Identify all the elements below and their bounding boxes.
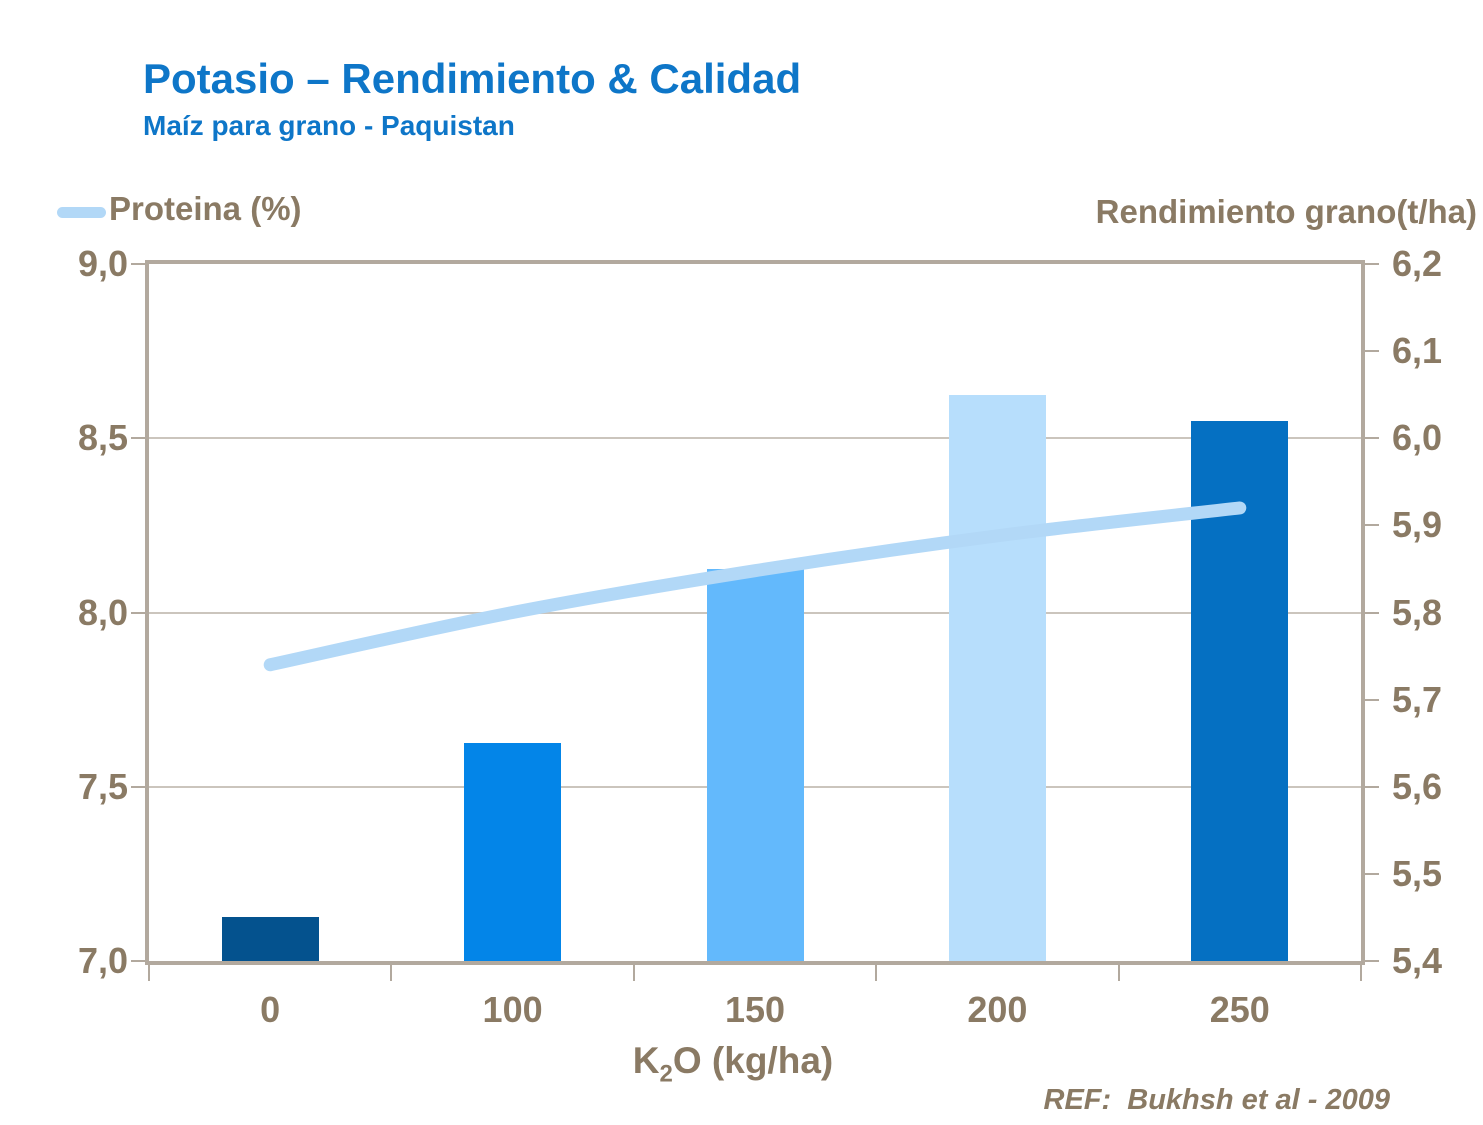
right-axis-tick-label: 5,7: [1392, 678, 1443, 720]
right-axis-tick-label: 6,0: [1392, 417, 1443, 459]
right-axis-tick: [1365, 437, 1379, 440]
right-axis-tick: [1365, 698, 1379, 701]
bar-100: [464, 743, 562, 961]
bar-150: [706, 568, 804, 961]
gridline: [149, 437, 1361, 440]
left-axis-tick: [131, 611, 145, 614]
x-axis-title-sub: 2: [659, 1060, 673, 1088]
x-axis-tick: [390, 965, 393, 981]
reference-text: REF: Bukhsh et al - 2009: [1043, 1084, 1391, 1116]
legend-proteina-label: Proteina (%): [109, 190, 302, 227]
left-axis-tick: [131, 785, 145, 788]
left-axis-tick-label: 8,0: [77, 591, 128, 633]
left-axis-tick: [131, 263, 145, 265]
x-axis-tick: [1360, 965, 1362, 981]
bar-0: [221, 917, 319, 961]
x-axis-tick: [1117, 965, 1120, 981]
right-axis-tick-label: 5,8: [1392, 591, 1443, 633]
x-axis-tick: [148, 965, 150, 981]
x-axis-category-label: 0: [260, 989, 281, 1030]
x-axis-category-label: 200: [967, 989, 1028, 1030]
left-axis-tick-label: 9,0: [77, 243, 128, 284]
x-axis-title-pre: K: [632, 1040, 660, 1081]
left-axis-tick-label: 7,5: [77, 765, 128, 807]
x-axis-category-label: 250: [1209, 989, 1270, 1030]
right-axis-tick-label: 5,4: [1392, 940, 1443, 981]
right-axis-tick-label: 6,2: [1392, 243, 1443, 284]
x-axis-tick: [632, 965, 635, 981]
plot-inner: [131, 263, 1379, 981]
x-axis-category-label: 150: [724, 989, 786, 1030]
left-axis-tick: [131, 960, 145, 962]
plot-area: [131, 260, 1379, 981]
x-axis-title: K2O (kg/ha): [483, 1040, 983, 1088]
left-axis-tick-label: 8,5: [77, 417, 128, 459]
left-axis-tick-label: 7,0: [77, 940, 128, 981]
x-axis-tick: [875, 965, 878, 981]
right-axis-tick-label: 6,1: [1392, 330, 1443, 372]
chart-title: Potasio – Rendimiento & Calidad: [143, 55, 802, 102]
right-axis-tick: [1365, 960, 1379, 962]
bar-200: [948, 394, 1046, 961]
right-axis-tick-label: 5,5: [1392, 852, 1443, 894]
proteina-line-swatch-icon: [57, 207, 106, 218]
right-axis-title: Rendimiento grano(t/ha): [1095, 193, 1477, 230]
chart-subtitle: Maíz para grano - Paquistan: [143, 110, 515, 141]
x-axis-title-post: O (kg/ha): [672, 1040, 834, 1081]
right-axis-tick-label: 5,6: [1392, 765, 1443, 807]
left-axis-tick: [131, 437, 145, 440]
proteina-line-layer: [263, 501, 1247, 672]
right-axis-tick: [1365, 611, 1379, 614]
right-axis-tick: [1365, 350, 1379, 353]
right-axis-tick: [1365, 785, 1379, 788]
right-axis-tick: [1365, 263, 1379, 265]
x-axis-category-label: 100: [482, 989, 543, 1030]
right-axis-tick-label: 5,9: [1392, 504, 1443, 546]
right-axis-tick: [1365, 872, 1379, 875]
proteina-line: [263, 501, 1247, 672]
right-axis-tick: [1365, 524, 1379, 527]
